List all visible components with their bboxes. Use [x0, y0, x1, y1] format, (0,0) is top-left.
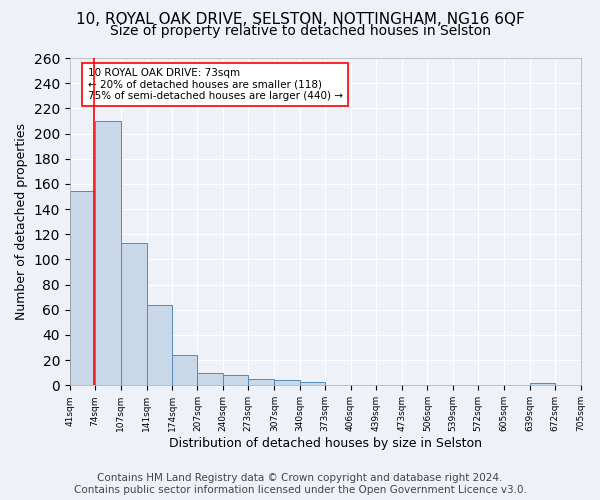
- Text: Size of property relative to detached houses in Selston: Size of property relative to detached ho…: [110, 24, 491, 38]
- Bar: [530, 383, 555, 386]
- Bar: [197, 373, 223, 386]
- Bar: [274, 380, 300, 386]
- Bar: [70, 192, 95, 386]
- X-axis label: Distribution of detached houses by size in Selston: Distribution of detached houses by size …: [169, 437, 482, 450]
- Bar: [223, 376, 248, 386]
- Bar: [172, 355, 197, 386]
- Y-axis label: Number of detached properties: Number of detached properties: [15, 123, 28, 320]
- Bar: [300, 382, 325, 386]
- Bar: [146, 305, 172, 386]
- Text: 10 ROYAL OAK DRIVE: 73sqm
← 20% of detached houses are smaller (118)
75% of semi: 10 ROYAL OAK DRIVE: 73sqm ← 20% of detac…: [88, 68, 343, 101]
- Bar: [95, 121, 121, 386]
- Bar: [121, 243, 146, 386]
- Text: Contains HM Land Registry data © Crown copyright and database right 2024.
Contai: Contains HM Land Registry data © Crown c…: [74, 474, 526, 495]
- Bar: [248, 379, 274, 386]
- Text: 10, ROYAL OAK DRIVE, SELSTON, NOTTINGHAM, NG16 6QF: 10, ROYAL OAK DRIVE, SELSTON, NOTTINGHAM…: [76, 12, 524, 28]
